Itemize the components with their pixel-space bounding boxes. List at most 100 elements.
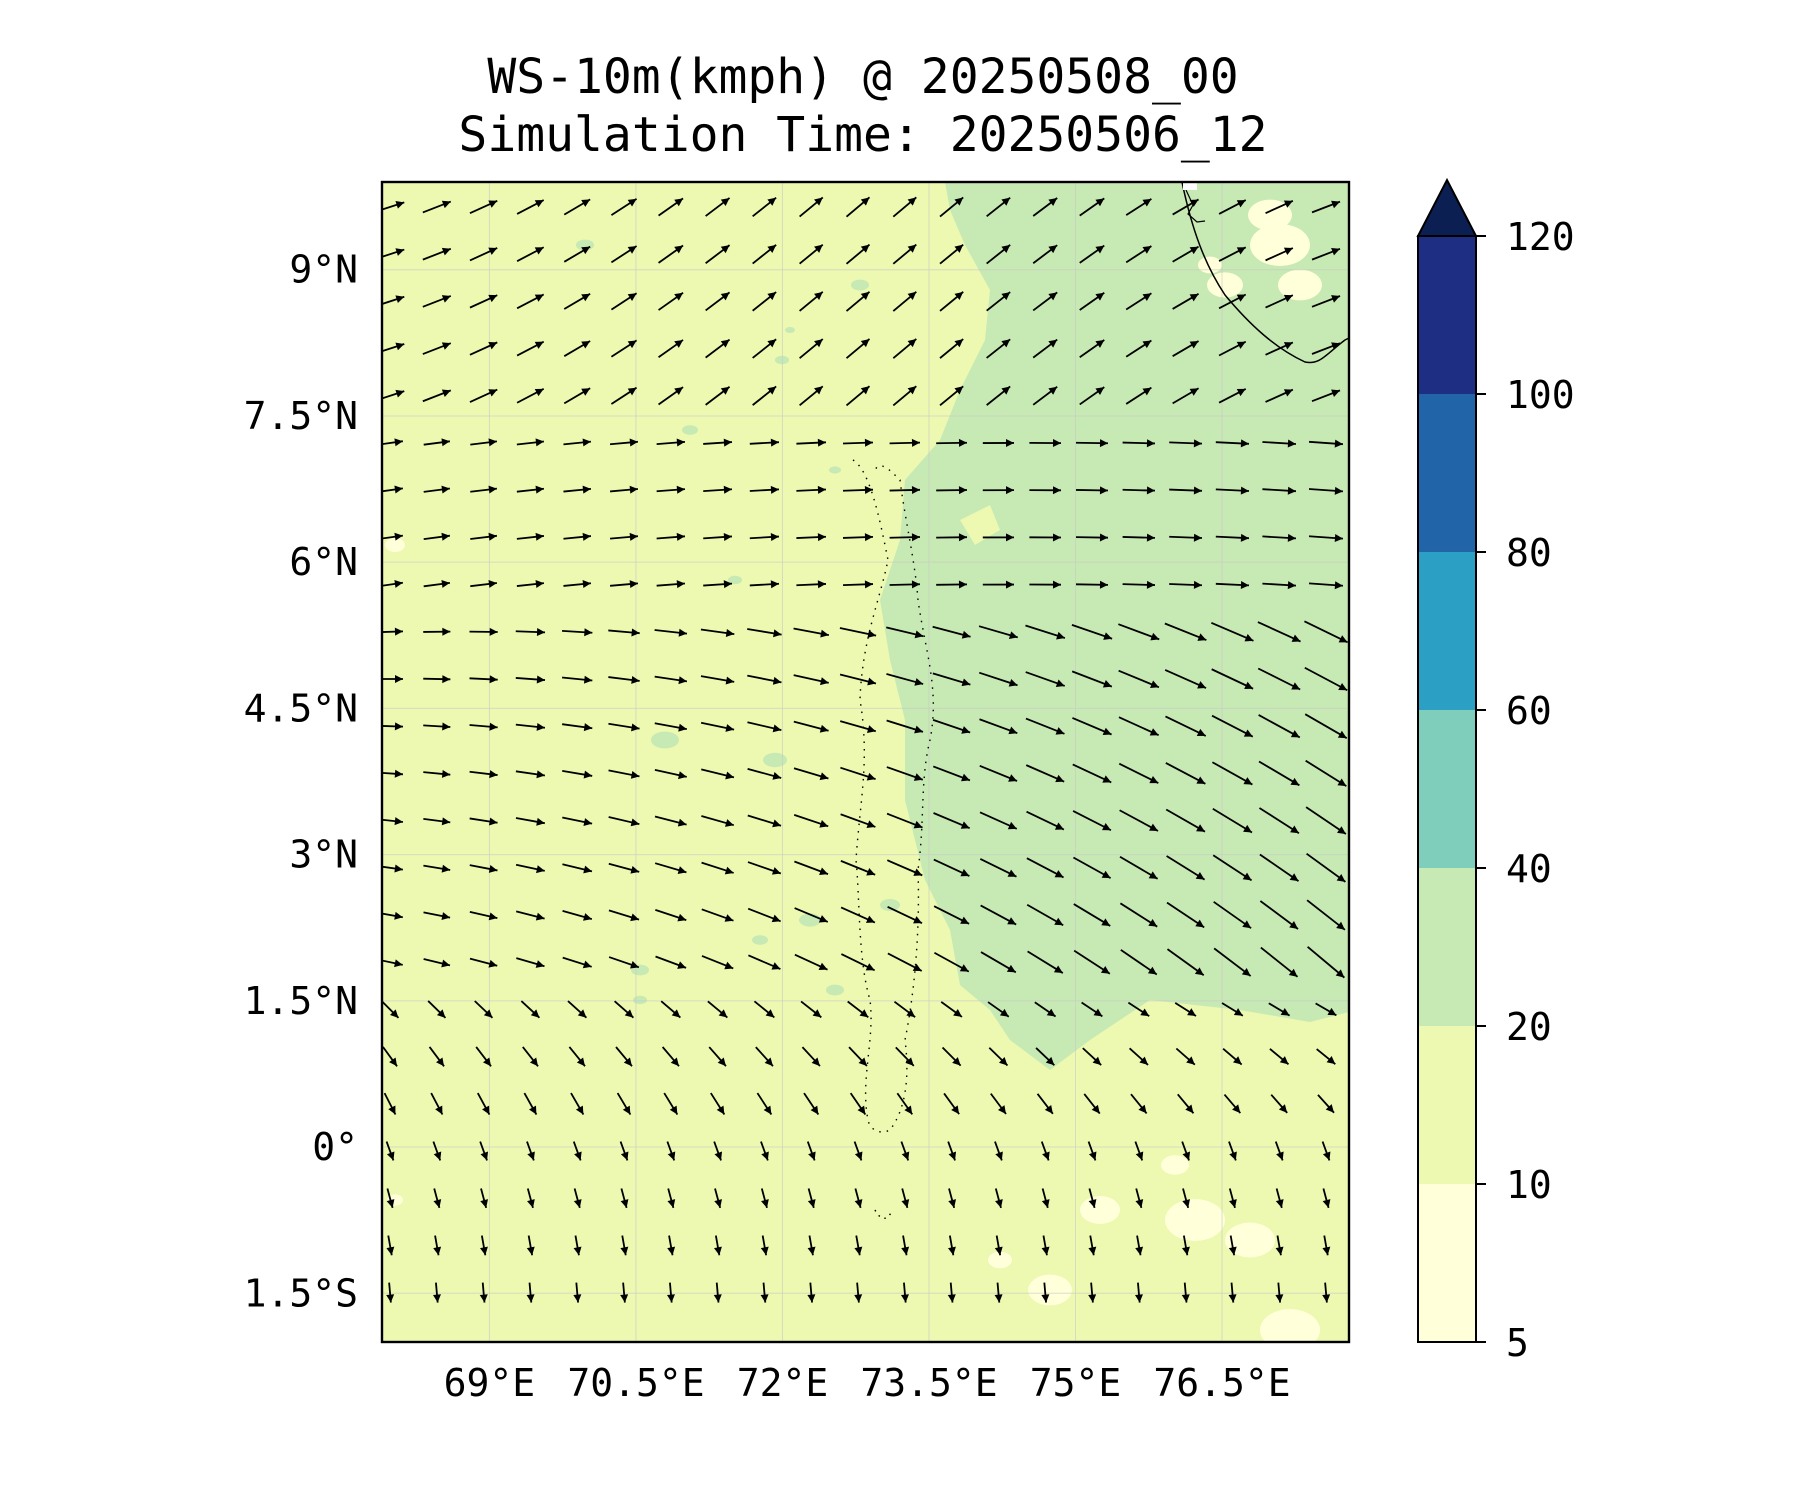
wind-arrow bbox=[667, 1188, 676, 1209]
wind-arrow bbox=[710, 1092, 726, 1116]
wind-arrow bbox=[947, 1141, 957, 1161]
wind-arrow bbox=[382, 389, 405, 400]
wind-arrow bbox=[980, 951, 1017, 974]
wind-arrow bbox=[700, 628, 735, 637]
wind-arrow bbox=[794, 907, 829, 923]
wind-arrow bbox=[1083, 1093, 1101, 1115]
colorbar-segment bbox=[1418, 552, 1476, 710]
wind-arrow bbox=[423, 438, 451, 447]
wind-arrow bbox=[608, 722, 640, 732]
wind-arrow bbox=[701, 908, 734, 922]
wind-arrow bbox=[470, 579, 498, 588]
wind-arrow bbox=[703, 485, 733, 494]
wind-arrow bbox=[562, 816, 593, 826]
wind-arrow bbox=[705, 386, 731, 406]
wind-arrow bbox=[523, 1092, 538, 1115]
colorbar-segment bbox=[1418, 394, 1476, 552]
map-frame bbox=[380, 180, 1351, 1344]
wind-arrow bbox=[760, 1141, 769, 1161]
wind-arrow bbox=[422, 389, 452, 403]
wind-arrow bbox=[1026, 903, 1064, 927]
wind-arrow bbox=[796, 485, 827, 494]
wind-arrow bbox=[1172, 293, 1200, 310]
wind-arrow bbox=[886, 673, 924, 686]
wind-arrow bbox=[1119, 809, 1159, 832]
wind-arrow bbox=[1322, 1282, 1331, 1303]
wind-arrow bbox=[752, 244, 777, 265]
wind-arrow bbox=[609, 532, 639, 541]
wind-arrow bbox=[753, 1000, 775, 1019]
colorbar-tick-label: 120 bbox=[1506, 215, 1575, 259]
wind-arrow bbox=[1317, 1094, 1335, 1114]
wind-arrow bbox=[703, 438, 733, 447]
wind-arrow bbox=[656, 485, 686, 494]
wind-arrow bbox=[385, 1141, 395, 1161]
wind-arrow bbox=[620, 1188, 629, 1209]
wind-arrow bbox=[980, 904, 1017, 926]
wind-arrow bbox=[1211, 668, 1254, 690]
wind-arrow bbox=[469, 294, 498, 309]
wind-arrow bbox=[1119, 855, 1159, 880]
wind-arrow bbox=[840, 813, 876, 828]
wind-arrow bbox=[842, 533, 874, 542]
wind-arrow bbox=[1035, 1047, 1055, 1066]
wind-arrow bbox=[1041, 1282, 1050, 1303]
wind-arrow bbox=[1307, 946, 1345, 979]
wind-arrow bbox=[1265, 388, 1294, 403]
wind-arrow bbox=[656, 580, 686, 589]
wind-arrow bbox=[752, 291, 777, 312]
wind-arrow bbox=[1211, 761, 1253, 786]
wind-arrow bbox=[982, 533, 1015, 542]
wind-arrow bbox=[1032, 291, 1058, 312]
wind-arrow bbox=[610, 198, 638, 216]
field-patch-calm bbox=[1260, 1309, 1320, 1342]
wind-arrow bbox=[1306, 852, 1346, 883]
lat-tick-label: 4.5°N bbox=[244, 686, 358, 730]
colorbar-segment bbox=[1418, 868, 1476, 1026]
wind-arrow bbox=[947, 1282, 956, 1303]
field-patch bbox=[880, 899, 900, 911]
field-patch-calm bbox=[1248, 199, 1292, 231]
wind-arrow bbox=[793, 674, 829, 686]
wind-arrow bbox=[1172, 198, 1200, 216]
wind-arrow bbox=[796, 580, 827, 589]
wind-arrow bbox=[1135, 1188, 1144, 1209]
wind-arrow bbox=[1269, 1048, 1290, 1066]
wind-arrow bbox=[382, 675, 403, 683]
wind-arrow bbox=[573, 1188, 582, 1209]
wind-arrow bbox=[1071, 624, 1113, 640]
colorbar-segment bbox=[1418, 710, 1476, 868]
wind-arrow bbox=[656, 438, 686, 447]
field-patch-calm bbox=[1028, 1274, 1072, 1306]
wind-arrow bbox=[986, 385, 1011, 406]
wind-arrow bbox=[608, 816, 640, 827]
wind-arrow bbox=[760, 1188, 769, 1209]
wind-arrow bbox=[948, 1188, 956, 1209]
wind-arrow bbox=[1032, 386, 1058, 406]
wind-arrow bbox=[428, 1046, 445, 1067]
wind-arrow bbox=[943, 1092, 960, 1115]
wind-arrow bbox=[1072, 717, 1112, 736]
field-patch-calm bbox=[1250, 224, 1310, 266]
wind-arrow bbox=[747, 907, 781, 923]
lat-tick-label: 0° bbox=[312, 1125, 358, 1169]
wind-arrow bbox=[936, 438, 968, 447]
wind-arrow bbox=[1181, 1141, 1191, 1161]
wind-arrow bbox=[386, 1188, 395, 1209]
wind-arrow bbox=[1262, 581, 1297, 590]
wind-arrow bbox=[562, 769, 593, 779]
colorbar-segment bbox=[1418, 1026, 1476, 1184]
wind-arrow bbox=[661, 1046, 680, 1067]
wind-arrow bbox=[936, 580, 968, 589]
wind-arrow bbox=[474, 1000, 494, 1019]
wind-arrow bbox=[1041, 1188, 1050, 1209]
wind-arrow bbox=[423, 627, 451, 636]
wind-arrow bbox=[796, 438, 827, 447]
wind-arrow bbox=[1262, 486, 1297, 495]
wind-arrow bbox=[516, 293, 545, 310]
colorbar-segment bbox=[1418, 1184, 1476, 1342]
wind-arrow bbox=[382, 911, 403, 920]
wind-arrow bbox=[382, 959, 403, 968]
wind-arrow bbox=[382, 769, 404, 778]
wind-arrow bbox=[1213, 901, 1252, 929]
